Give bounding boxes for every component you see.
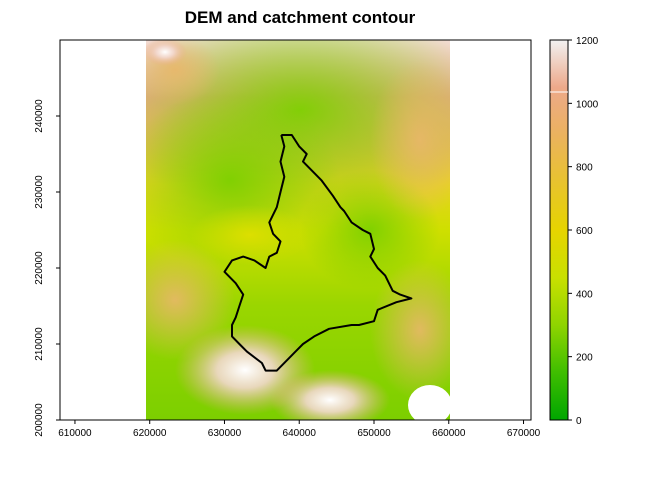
y-tick-label: 240000	[34, 99, 45, 133]
legend-colorbar	[549, 39, 569, 421]
plot-frame	[59, 39, 532, 421]
y-axis: 200000 210000 220000 230000 240000	[34, 99, 60, 437]
y-tick-label: 210000	[34, 327, 45, 361]
legend-tick-label: 1200	[576, 36, 599, 47]
x-tick-label: 620000	[133, 428, 167, 439]
map-title: DEM and catchment contour	[184, 8, 416, 27]
x-tick-label: 630000	[208, 428, 242, 439]
dem-raster	[146, 40, 450, 420]
x-axis: 610000 620000 630000 640000 650000 660000 6700…	[58, 420, 541, 439]
y-tick-label: 200000	[34, 403, 45, 437]
x-tick-label: 660000	[432, 428, 466, 439]
legend-tick-label: 200	[576, 353, 593, 364]
catchment-contour	[223, 134, 413, 372]
legend-ticks: 0 200 400 600 800 1000 1200	[568, 36, 599, 427]
legend-tick-label: 800	[576, 163, 593, 174]
y-tick-label: 220000	[34, 251, 45, 285]
legend-tick-label: 400	[576, 289, 593, 300]
x-tick-label: 650000	[357, 428, 391, 439]
legend-tick-label: 0	[576, 416, 582, 427]
x-tick-label: 610000	[58, 428, 92, 439]
legend-tick-label: 1000	[576, 99, 599, 110]
x-tick-label: 640000	[283, 428, 317, 439]
legend-tick-label: 600	[576, 226, 593, 237]
x-tick-label: 670000	[507, 428, 541, 439]
y-tick-label: 230000	[34, 175, 45, 209]
